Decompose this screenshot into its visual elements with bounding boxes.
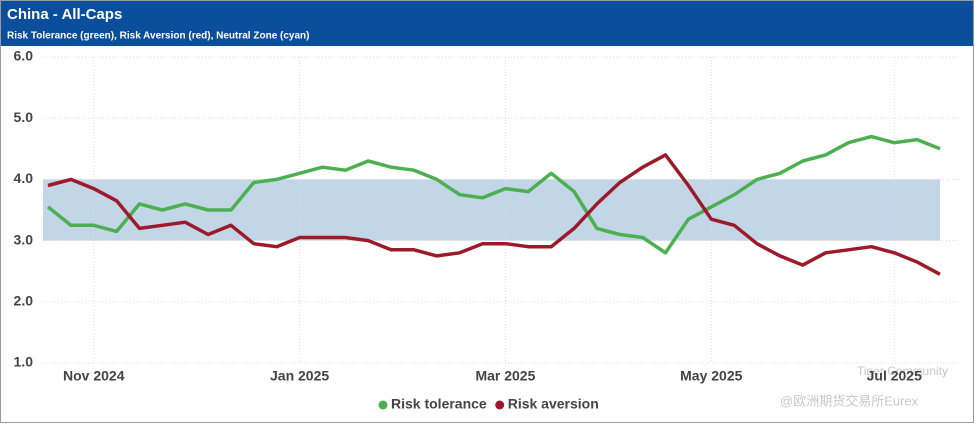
x-tick-label: Jan 2025 [270, 368, 329, 384]
y-tick-label: 4.0 [14, 170, 34, 186]
watermark: Tiger Community [857, 364, 948, 378]
legend-marker [495, 400, 505, 410]
series-line [47, 153, 941, 276]
chart-title: China - All-Caps [7, 6, 122, 23]
watermark: @欧洲期货交易所Eurex [780, 393, 919, 408]
x-tick-label: Mar 2025 [475, 368, 535, 384]
legend-marker [378, 400, 388, 410]
y-tick-label: 6.0 [14, 48, 34, 64]
y-tick-label: 1.0 [14, 354, 34, 370]
chart-subtitle: Risk Tolerance (green), Risk Aversion (r… [7, 31, 310, 42]
y-tick-label: 3.0 [14, 231, 34, 247]
header [1, 1, 973, 46]
y-tick-label: 2.0 [14, 293, 34, 309]
legend-label: Risk tolerance [391, 396, 487, 412]
x-tick-label: Jul 2025 [867, 368, 922, 384]
y-tick-label: 5.0 [14, 109, 34, 125]
neutral-zone [43, 179, 940, 241]
series-line [46, 134, 941, 255]
x-tick-label: Nov 2024 [63, 368, 125, 384]
x-tick-label: May 2025 [680, 368, 742, 384]
legend-label: Risk aversion [508, 396, 599, 412]
